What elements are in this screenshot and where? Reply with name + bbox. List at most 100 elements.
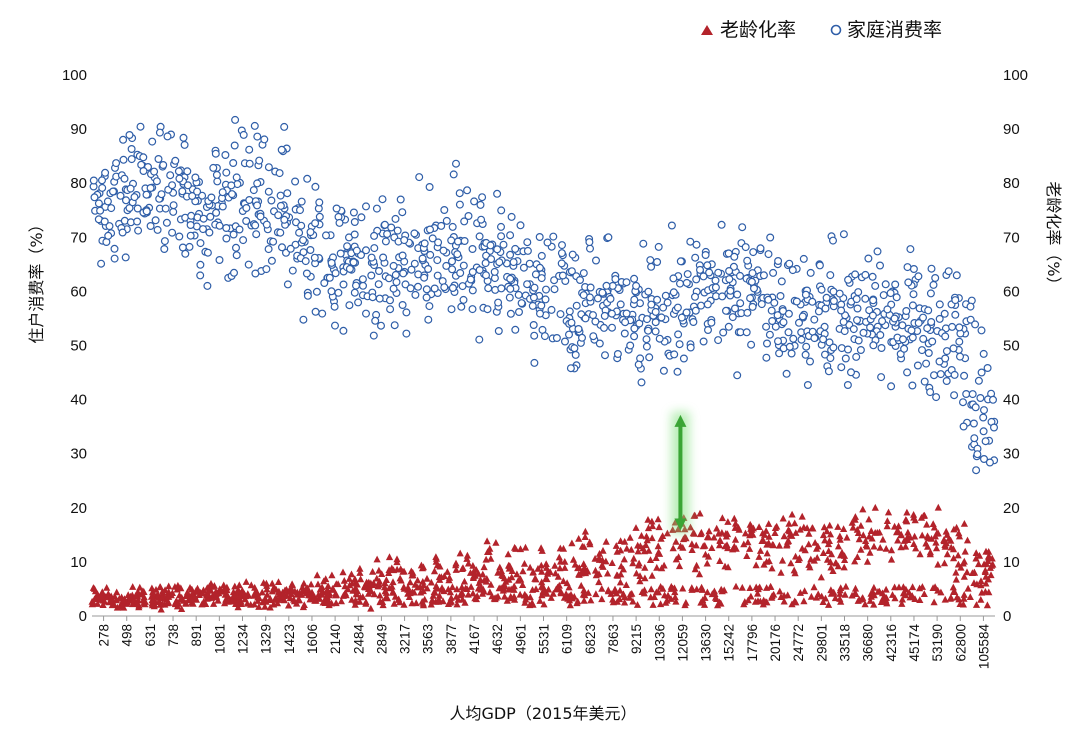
consumption-point	[420, 273, 429, 282]
consumption-point	[537, 251, 546, 260]
legend-aging-marker	[701, 25, 713, 35]
aging-point	[561, 564, 569, 571]
y-tick-right-label: 90	[1003, 121, 1020, 138]
aging-point	[621, 537, 629, 545]
aging-point	[445, 576, 453, 584]
aging-point	[698, 583, 706, 591]
aging-point	[324, 598, 332, 606]
aging-point	[579, 568, 587, 576]
aging-point	[987, 571, 995, 579]
aging-point	[376, 598, 384, 606]
consumption-point	[600, 351, 609, 360]
consumption-point	[215, 256, 224, 265]
aging-point	[393, 558, 401, 566]
consumption-point	[118, 228, 127, 237]
consumption-point	[661, 291, 670, 300]
aging-point	[859, 531, 867, 539]
consumption-point	[295, 228, 304, 237]
y-tick-left-label: 100	[62, 67, 87, 84]
consumption-point	[974, 376, 983, 385]
consumption-point	[903, 368, 912, 377]
consumption-point	[301, 257, 310, 266]
consumption-point	[181, 249, 190, 258]
aging-point	[306, 595, 314, 603]
aging-point	[353, 580, 361, 588]
aging-point	[367, 604, 375, 612]
aging-point	[569, 555, 578, 563]
aging-point	[216, 586, 225, 594]
aging-point	[436, 576, 444, 583]
consumption-point	[682, 308, 691, 317]
aging-point	[875, 587, 884, 595]
consumption-point	[374, 280, 383, 289]
consumption-point	[222, 234, 231, 243]
aging-point	[871, 503, 879, 511]
consumption-point	[632, 281, 641, 290]
aging-point	[760, 560, 768, 568]
aging-point	[430, 567, 439, 575]
consumption-point	[228, 190, 237, 199]
aging-point	[519, 567, 527, 575]
consumption-point	[174, 167, 183, 176]
consumption-point	[878, 317, 887, 326]
consumption-point	[127, 145, 136, 154]
consumption-point	[877, 344, 886, 353]
consumption-point	[227, 181, 236, 190]
consumption-point	[178, 187, 187, 196]
aging-point	[592, 590, 600, 598]
aging-point	[646, 556, 655, 563]
x-tick-label: 9215	[629, 624, 644, 654]
consumption-point	[116, 191, 125, 200]
aging-point	[657, 600, 665, 608]
consumption-point	[981, 437, 990, 446]
consumption-point	[345, 264, 354, 273]
aging-point	[636, 572, 644, 579]
aging-point	[381, 583, 389, 591]
y-tick-right-label: 10	[1003, 554, 1020, 571]
aging-point	[952, 575, 960, 583]
aging-point	[504, 550, 512, 558]
consumption-point	[581, 314, 590, 323]
consumption-point	[673, 367, 682, 376]
consumption-point	[470, 197, 479, 206]
aging-point	[135, 601, 143, 609]
x-tick-label: 1234	[236, 624, 251, 655]
legend-aging-label: 老龄化率	[720, 19, 796, 41]
aging-point	[406, 578, 414, 586]
consumption-point	[110, 254, 119, 263]
consumption-point	[136, 122, 145, 131]
consumption-point	[207, 193, 216, 202]
consumption-point	[924, 306, 933, 315]
consumption-point	[683, 270, 692, 279]
aging-point	[575, 564, 583, 571]
consumption-point	[924, 349, 933, 358]
consumption-point	[738, 223, 747, 232]
aging-point	[826, 530, 835, 538]
consumption-point	[267, 256, 276, 265]
aging-point	[903, 508, 911, 516]
consumption-point	[386, 305, 395, 314]
aging-point	[852, 590, 860, 597]
consumption-point	[571, 350, 580, 359]
consumption-point	[392, 278, 401, 287]
aging-point	[344, 585, 352, 593]
aging-point	[841, 556, 849, 563]
consumption-point	[703, 261, 712, 270]
x-tick-label: 2484	[351, 624, 366, 655]
aging-point	[947, 536, 955, 544]
aging-point	[695, 570, 704, 578]
aging-point	[557, 589, 565, 597]
aging-point	[447, 594, 455, 601]
aging-point	[792, 552, 800, 560]
aging-point	[834, 562, 842, 570]
aging-point	[721, 562, 729, 570]
consumption-point	[475, 335, 484, 344]
x-tick-label: 53190	[930, 624, 945, 662]
consumption-point	[218, 188, 227, 197]
consumption-point	[381, 237, 390, 246]
consumption-point	[604, 233, 613, 242]
aging-point	[559, 577, 567, 585]
aging-point	[351, 584, 360, 592]
consumption-point	[440, 206, 449, 215]
